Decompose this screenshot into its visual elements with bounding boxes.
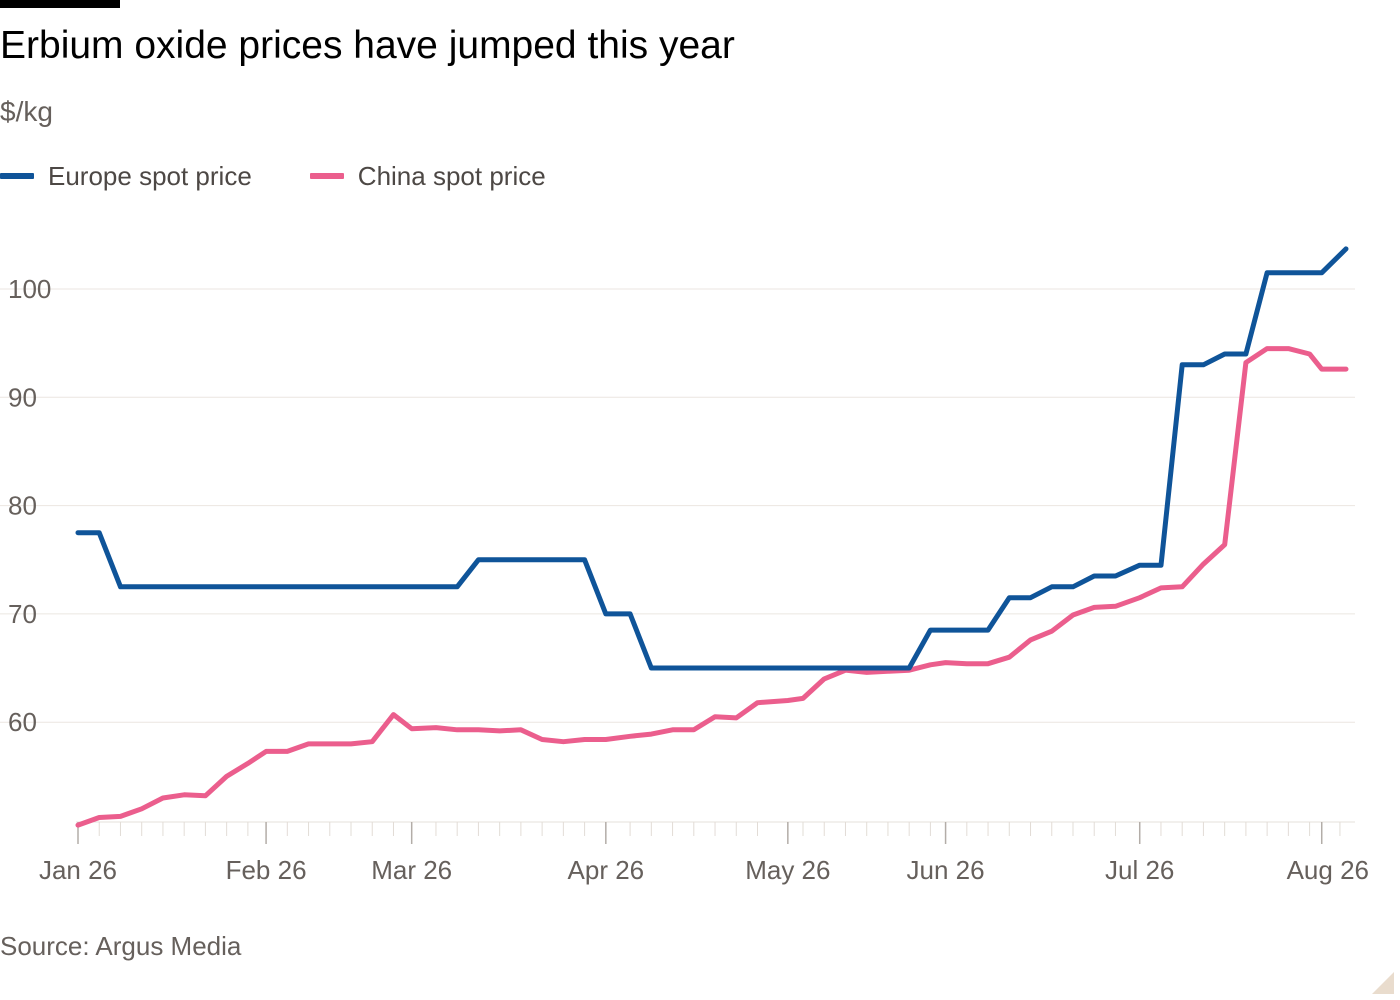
y-tick-label: 60 — [8, 707, 37, 737]
x-tick-label: Aug 26 — [1287, 855, 1369, 885]
x-tick-label: Apr 26 — [568, 855, 645, 885]
brand-bar — [0, 0, 120, 8]
x-tick-label: Jul 26 — [1105, 855, 1174, 885]
chart-subtitle: $/kg — [0, 96, 53, 127]
x-tick-label: Feb 26 — [226, 855, 307, 885]
legend: Europe spot price China spot price — [0, 160, 604, 192]
y-tick-label: 80 — [8, 491, 37, 521]
chart-title: Erbium oxide prices have jumped this yea… — [0, 24, 735, 67]
gridlines — [0, 288, 1355, 723]
x-tick-label: May 26 — [745, 855, 830, 885]
y-tick-label: 70 — [8, 599, 37, 629]
series-line-europe — [75, 246, 1349, 671]
x-axis: Jan 26 Feb 26 Mar 26 Apr 26 May 26 Jun 26 Jul … — [39, 821, 1369, 885]
legend-label-china: China spot price — [357, 160, 546, 191]
series-lines — [75, 246, 1349, 828]
y-tick-label: 100 — [8, 274, 51, 304]
series-line-china — [75, 346, 1349, 828]
x-tick-label: Mar 26 — [371, 855, 452, 885]
legend-label-europe: Europe spot price — [48, 160, 252, 191]
legend-item-china: China spot price — [309, 160, 546, 192]
legend-item-europe: Europe spot price — [0, 161, 252, 192]
legend-swatch-europe — [0, 173, 34, 179]
y-tick-label: 90 — [8, 382, 37, 412]
corner-mark — [1372, 972, 1394, 994]
x-tick-label: Jan 26 — [39, 855, 117, 885]
x-tick-label: Jun 26 — [907, 855, 985, 885]
legend-swatch-china — [309, 173, 344, 179]
y-axis: 60 70 80 90 100 — [8, 274, 51, 737]
source-note: Source: Argus Media — [0, 931, 242, 961]
